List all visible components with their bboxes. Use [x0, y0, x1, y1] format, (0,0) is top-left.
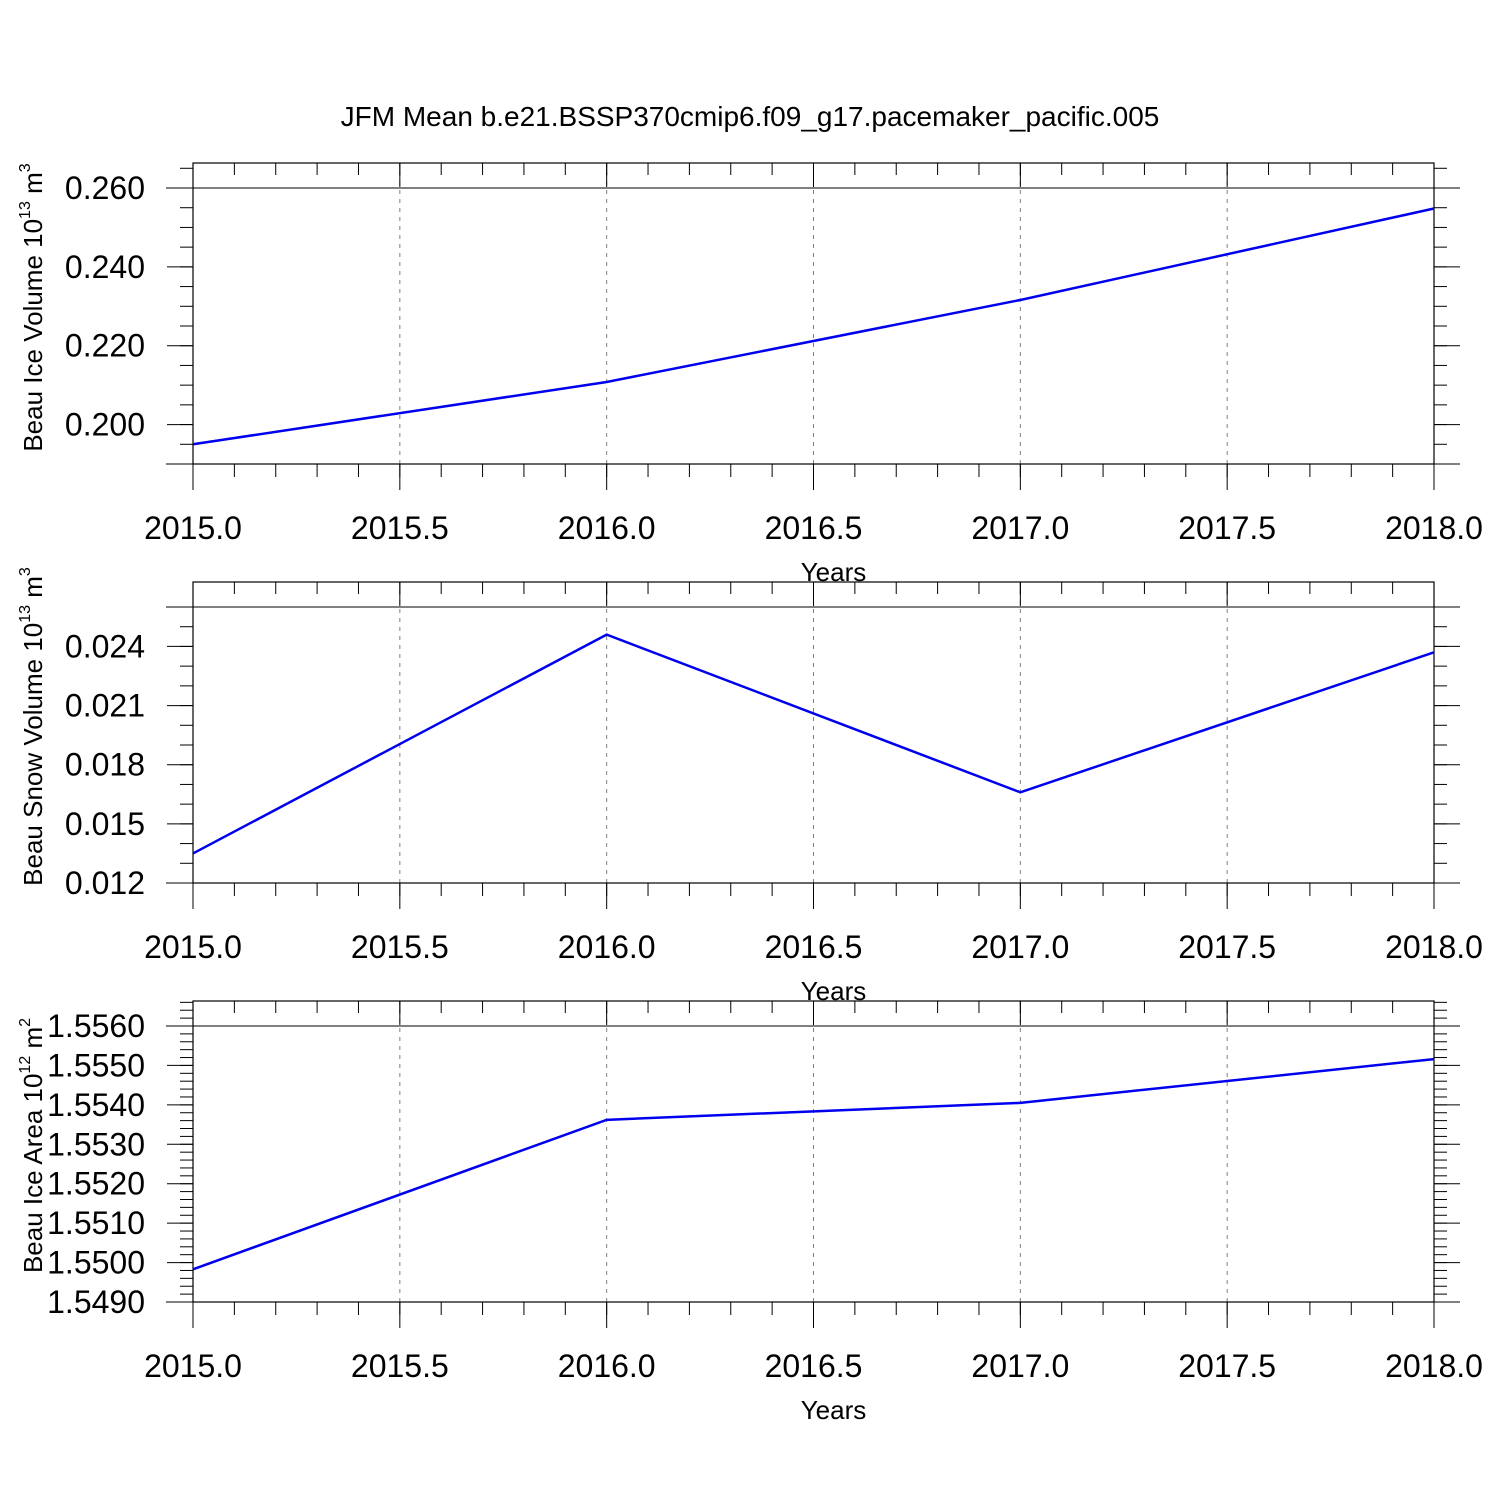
x-tick-labels: 2015.0 2015.5 2016.0 2016.5 2017.0 2017.5 2018…	[144, 510, 1483, 546]
x-tick-label: 2015.0	[144, 1348, 242, 1384]
y-tick-label: 0.240	[65, 249, 145, 285]
y-axis-label-text: Beau Snow Volume 10	[18, 623, 48, 886]
y-axis-label-exponent: 13	[17, 605, 34, 623]
x-tick-label: 2015.5	[351, 510, 449, 546]
x-axis-label: Years	[801, 1395, 867, 1425]
y-axis-label-unit: m	[18, 172, 48, 201]
y-tick-label: 0.021	[65, 688, 145, 724]
y-tick-label: 1.5560	[47, 1008, 145, 1044]
x-tick-label: 2016.0	[558, 510, 656, 546]
y-tick-label: 1.5510	[47, 1205, 145, 1241]
x-tick-label: 2017.0	[971, 929, 1069, 965]
y-axis-label-unit-exponent: 2	[17, 1018, 34, 1027]
x-tick-label: 2017.0	[971, 1348, 1069, 1384]
x-tick-label: 2018.0	[1385, 929, 1483, 965]
y-tick-label: 1.5490	[47, 1284, 145, 1320]
x-tick-label: 2018.0	[1385, 510, 1483, 546]
x-tick-label: 2016.5	[765, 1348, 863, 1384]
x-tick-labels: 2015.0 2015.5 2016.0 2016.5 2017.0 2017.5 2018…	[144, 929, 1483, 965]
x-tick-label: 2018.0	[1385, 1348, 1483, 1384]
y-tick-label: 0.260	[65, 170, 145, 206]
y-tick-label: 0.018	[65, 747, 145, 783]
y-tick-label: 0.015	[65, 806, 145, 842]
y-axis-label: Beau Ice Volume 1013 m3	[17, 163, 48, 451]
y-tick-label: 0.012	[65, 865, 145, 901]
x-tick-label: 2015.0	[144, 929, 242, 965]
plot-frame	[192, 162, 1435, 465]
y-tick-label: 0.220	[65, 328, 145, 364]
series	[192, 207, 1435, 446]
x-tick-labels: 2015.0 2015.5 2016.0 2016.5 2017.0 2017.5 2018…	[144, 1348, 1483, 1384]
y-tick-labels: 0.200 0.220 0.240 0.260	[65, 170, 145, 443]
y-tick-labels: 0.012 0.015 0.018 0.021 0.024	[65, 628, 145, 901]
y-tick-label: 1.5540	[47, 1087, 145, 1123]
y-axis-label: Beau Snow Volume 1013 m3	[17, 567, 48, 886]
x-tick-label: 2015.5	[351, 929, 449, 965]
series	[192, 633, 1435, 855]
y-tick-label: 0.200	[65, 407, 145, 443]
grid-lines	[399, 582, 1228, 883]
y-axis-label-exponent: 12	[17, 1056, 34, 1074]
x-tick-label: 2017.5	[1178, 510, 1276, 546]
y-axis-label-unit: m	[18, 1027, 48, 1056]
x-tick-label: 2017.0	[971, 510, 1069, 546]
x-tick-label: 2017.5	[1178, 1348, 1276, 1384]
x-tick-label: 2016.5	[765, 929, 863, 965]
y-tick-label: 1.5530	[47, 1126, 145, 1162]
y-axis-label-text: Beau Ice Area 10	[18, 1074, 48, 1273]
x-tick-label: 2015.0	[144, 510, 242, 546]
series-line	[192, 1057, 1435, 1271]
series	[192, 1057, 1435, 1271]
y-tick-label: 1.5520	[47, 1166, 145, 1202]
x-tick-label: 2016.5	[765, 510, 863, 546]
y-axis-label-unit: m	[18, 576, 48, 605]
x-tick-label: 2016.0	[558, 929, 656, 965]
grid-lines	[399, 1001, 1228, 1302]
y-axis-label-exponent: 13	[17, 201, 34, 219]
y-tick-label: 0.024	[65, 628, 145, 664]
y-axis-label-unit-exponent: 3	[17, 163, 34, 172]
y-tick-label: 1.5500	[47, 1245, 145, 1281]
grid-lines	[399, 163, 1228, 464]
y-axis-label-unit-exponent: 3	[17, 567, 34, 576]
x-tick-label: 2015.5	[351, 1348, 449, 1384]
plot-frame	[192, 581, 1435, 884]
plot-frame	[192, 1000, 1435, 1303]
y-axis-label: Beau Ice Area 1012 m2	[17, 1018, 48, 1273]
figure-title: JFM Mean b.e21.BSSP370cmip6.f09_g17.pace…	[341, 101, 1160, 132]
y-axis-label-text: Beau Ice Volume 10	[18, 219, 48, 452]
series-line	[192, 207, 1435, 446]
series-line	[192, 633, 1435, 855]
y-tick-label: 1.5550	[47, 1047, 145, 1083]
x-tick-label: 2017.5	[1178, 929, 1276, 965]
x-tick-label: 2016.0	[558, 1348, 656, 1384]
